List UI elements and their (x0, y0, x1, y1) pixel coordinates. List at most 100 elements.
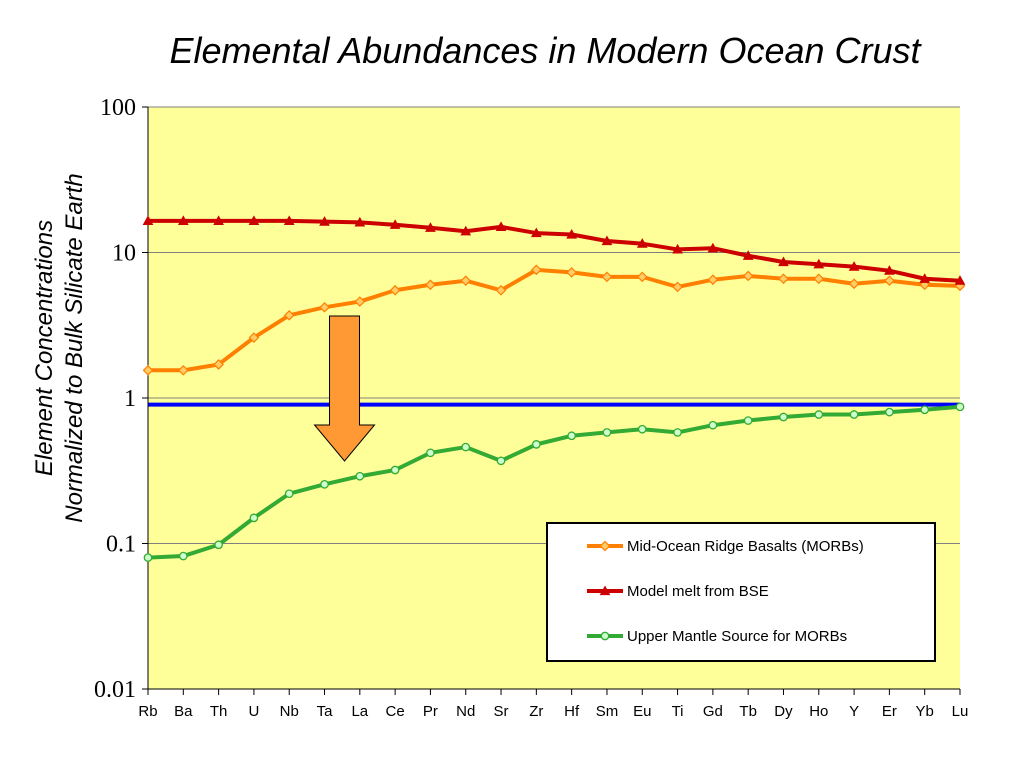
data-point (354, 296, 366, 307)
x-tick-label: Lu (952, 703, 969, 720)
y-axis-label-line2: Normalized to Bulk Silicate Earth (61, 173, 88, 522)
data-point (426, 448, 435, 458)
data-point (778, 256, 789, 267)
data-point (636, 271, 648, 283)
series-1 (142, 215, 966, 285)
data-point (566, 267, 578, 278)
data-point (355, 471, 365, 481)
data-point (673, 428, 682, 437)
y-tick-label: 0.01 (94, 677, 136, 703)
x-tick-label: U (248, 703, 259, 720)
x-tick-label: Pr (423, 703, 438, 720)
x-tick-label: Tb (739, 703, 757, 720)
data-point (600, 631, 610, 641)
data-point (142, 215, 154, 225)
data-point (248, 215, 260, 225)
data-point (283, 309, 295, 321)
y-tick-label: 10 (112, 241, 136, 267)
x-tick-label: Zr (529, 703, 543, 720)
x-tick-label: Ce (386, 703, 405, 720)
data-point (495, 284, 507, 296)
x-tick-label: Ho (809, 703, 828, 720)
x-tick-label: La (351, 703, 368, 720)
down-arrow (313, 315, 376, 462)
x-tick-label: Eu (633, 703, 651, 720)
x-tick-label: Nb (280, 703, 299, 720)
data-point (954, 275, 966, 285)
x-tick-label: Ba (174, 703, 193, 720)
data-point (425, 222, 436, 232)
data-point (672, 243, 683, 254)
data-point (637, 424, 647, 434)
data-point (214, 540, 223, 550)
x-tick-label: Yb (916, 703, 934, 720)
x-tick-label: Er (882, 703, 897, 720)
x-tick-label: Th (210, 703, 228, 720)
data-point (461, 442, 471, 452)
data-point (599, 540, 611, 552)
x-tick-label: Rb (138, 703, 157, 720)
data-point (955, 402, 965, 412)
data-point (814, 410, 824, 419)
data-point (920, 405, 930, 415)
data-point (919, 273, 931, 283)
y-axis-label-line1: Element Concentrations (31, 220, 58, 476)
data-point (248, 332, 260, 343)
series-line (147, 404, 961, 560)
data-point (460, 225, 472, 236)
data-point (848, 261, 860, 271)
data-point (707, 242, 719, 253)
series-2 (143, 402, 965, 562)
data-point (249, 513, 259, 523)
y-tick-label: 1 (124, 386, 136, 412)
data-point (460, 275, 472, 287)
y-tick-label: 100 (100, 95, 136, 121)
legend-label: Mid-Ocean Ridge Basalts (MORBs) (627, 538, 864, 555)
annotation-group (313, 315, 376, 462)
data-point (390, 465, 400, 475)
data-point (495, 221, 507, 231)
legend-entry: Model melt from BSE (587, 583, 769, 600)
data-point (743, 416, 753, 425)
data-point (142, 364, 154, 376)
data-point (636, 238, 648, 248)
data-point (389, 284, 401, 296)
legend: Mid-Ocean Ridge Basalts (MORBs) Model mel… (546, 522, 936, 662)
series-group (142, 215, 966, 562)
data-point (601, 235, 613, 246)
data-point (389, 219, 401, 229)
data-point (531, 440, 541, 449)
x-tick-label: Sr (494, 703, 509, 720)
data-point (213, 359, 224, 370)
data-point (213, 215, 224, 225)
x-tick-label: Sm (596, 703, 619, 720)
x-tick-label: Ta (317, 703, 334, 720)
data-point (742, 250, 754, 260)
data-point (599, 585, 611, 596)
x-tick-label: Hf (564, 703, 580, 720)
data-point (178, 551, 188, 561)
data-point (496, 456, 506, 466)
x-tick-label: Ti (672, 703, 684, 720)
y-tick-label: 0.1 (106, 532, 136, 558)
data-point (884, 265, 895, 275)
x-tick-label: Nd (456, 703, 475, 720)
data-point (284, 489, 294, 499)
data-point (672, 281, 683, 293)
data-point (354, 216, 366, 227)
data-point (566, 228, 578, 239)
data-point (813, 258, 825, 269)
series-line (148, 218, 961, 283)
data-point (425, 279, 436, 291)
data-point (319, 301, 330, 313)
data-point (143, 553, 153, 562)
data-point (320, 479, 329, 489)
legend-entry: Upper Mantle Source for MORBs (587, 628, 847, 645)
data-point (848, 278, 860, 290)
data-point (884, 275, 895, 287)
data-point (778, 273, 789, 285)
data-point (885, 407, 894, 417)
data-point (177, 215, 189, 225)
data-point (601, 271, 613, 283)
